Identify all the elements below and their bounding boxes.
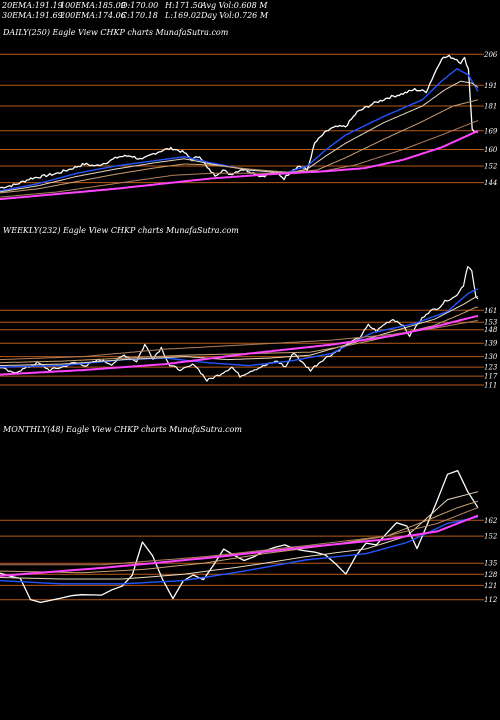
- daily-y-tick-label: 206: [483, 51, 498, 59]
- daily-chart: DAILY(250) Eagle View CHKP charts Munafa…: [0, 28, 498, 201]
- monthly-y-tick-label: 152: [484, 533, 498, 541]
- monthly-ema200-line: [0, 514, 479, 577]
- daily-price-line: [0, 54, 479, 189]
- monthly-ema100-line: [0, 507, 479, 566]
- weekly-ema200-line: [0, 315, 478, 376]
- monthly-chart: MONTHLY(48) Eagle View CHKP charts Munaf…: [0, 425, 498, 604]
- daily-y-tick-label: 152: [484, 163, 498, 171]
- weekly-chart-title: WEEKLY(232) Eagle View CHKP charts Munaf…: [3, 226, 239, 235]
- ema30-readout: 30EMA:191.69: [2, 11, 63, 20]
- avg-vol-readout: Avg Vol:0.608 M: [201, 1, 268, 10]
- weekly-y-tick-label: 111: [484, 382, 497, 390]
- weekly-y-tick-label: 161: [484, 307, 497, 315]
- monthly-y-tick-label: 162: [484, 517, 498, 525]
- daily-y-tick-label: 181: [484, 103, 497, 111]
- day-vol-readout: Day Vol:0.726 M: [201, 11, 269, 20]
- weekly-ema100-line: [0, 320, 478, 361]
- daily-ema50-line: [0, 99, 479, 194]
- weekly-price-line: [0, 266, 479, 382]
- daily-y-tick-label: 169: [484, 127, 498, 135]
- monthly-ema50-line: [0, 500, 479, 574]
- weekly-y-tick-label: 117: [484, 373, 498, 381]
- daily-ema100-line: [0, 120, 479, 198]
- ema100-readout: 100EMA:185.09: [60, 1, 126, 10]
- ema200-readout: 200EMA:174.06: [60, 11, 126, 20]
- daily-ema20-line: [0, 68, 479, 192]
- weekly-ema30-line: [0, 296, 478, 367]
- weekly-y-tick-label: 130: [484, 353, 498, 361]
- daily-chart-title: DAILY(250) Eagle View CHKP charts Munafa…: [2, 28, 229, 37]
- weekly-y-tick-label: 139: [484, 340, 498, 348]
- weekly-ema20-line: [0, 288, 478, 368]
- daily-ema200-line: [0, 129, 479, 201]
- close-readout: C:170.18: [121, 11, 158, 20]
- daily-y-tick-label: 144: [484, 179, 497, 187]
- monthly-y-tick-label: 112: [484, 596, 498, 604]
- weekly-y-tick-label: 148: [484, 326, 498, 334]
- monthly-ema30-line: [0, 491, 479, 580]
- open-readout: O:170.00: [121, 1, 159, 10]
- weekly-y-tick-label: 153: [484, 319, 498, 327]
- indicator-header: 20EMA:191.19 100EMA:185.09 O:170.00 H:17…: [0, 0, 500, 22]
- weekly-chart: WEEKLY(232) Eagle View CHKP charts Munaf…: [0, 226, 498, 390]
- daily-y-tick-label: 160: [484, 146, 498, 154]
- high-readout: H:171.50: [165, 1, 203, 10]
- ema20-readout: 20EMA:191.19: [2, 1, 63, 10]
- low-readout: L:169.02: [165, 11, 202, 20]
- monthly-chart-title: MONTHLY(48) Eagle View CHKP charts Munaf…: [2, 425, 242, 434]
- daily-y-tick-label: 191: [484, 82, 497, 90]
- weekly-y-tick-label: 123: [484, 364, 498, 372]
- monthly-y-tick-label: 135: [484, 560, 498, 568]
- monthly-y-tick-label: 128: [484, 571, 498, 579]
- monthly-ema20-line: [0, 516, 479, 585]
- monthly-y-tick-label: 121: [484, 582, 497, 590]
